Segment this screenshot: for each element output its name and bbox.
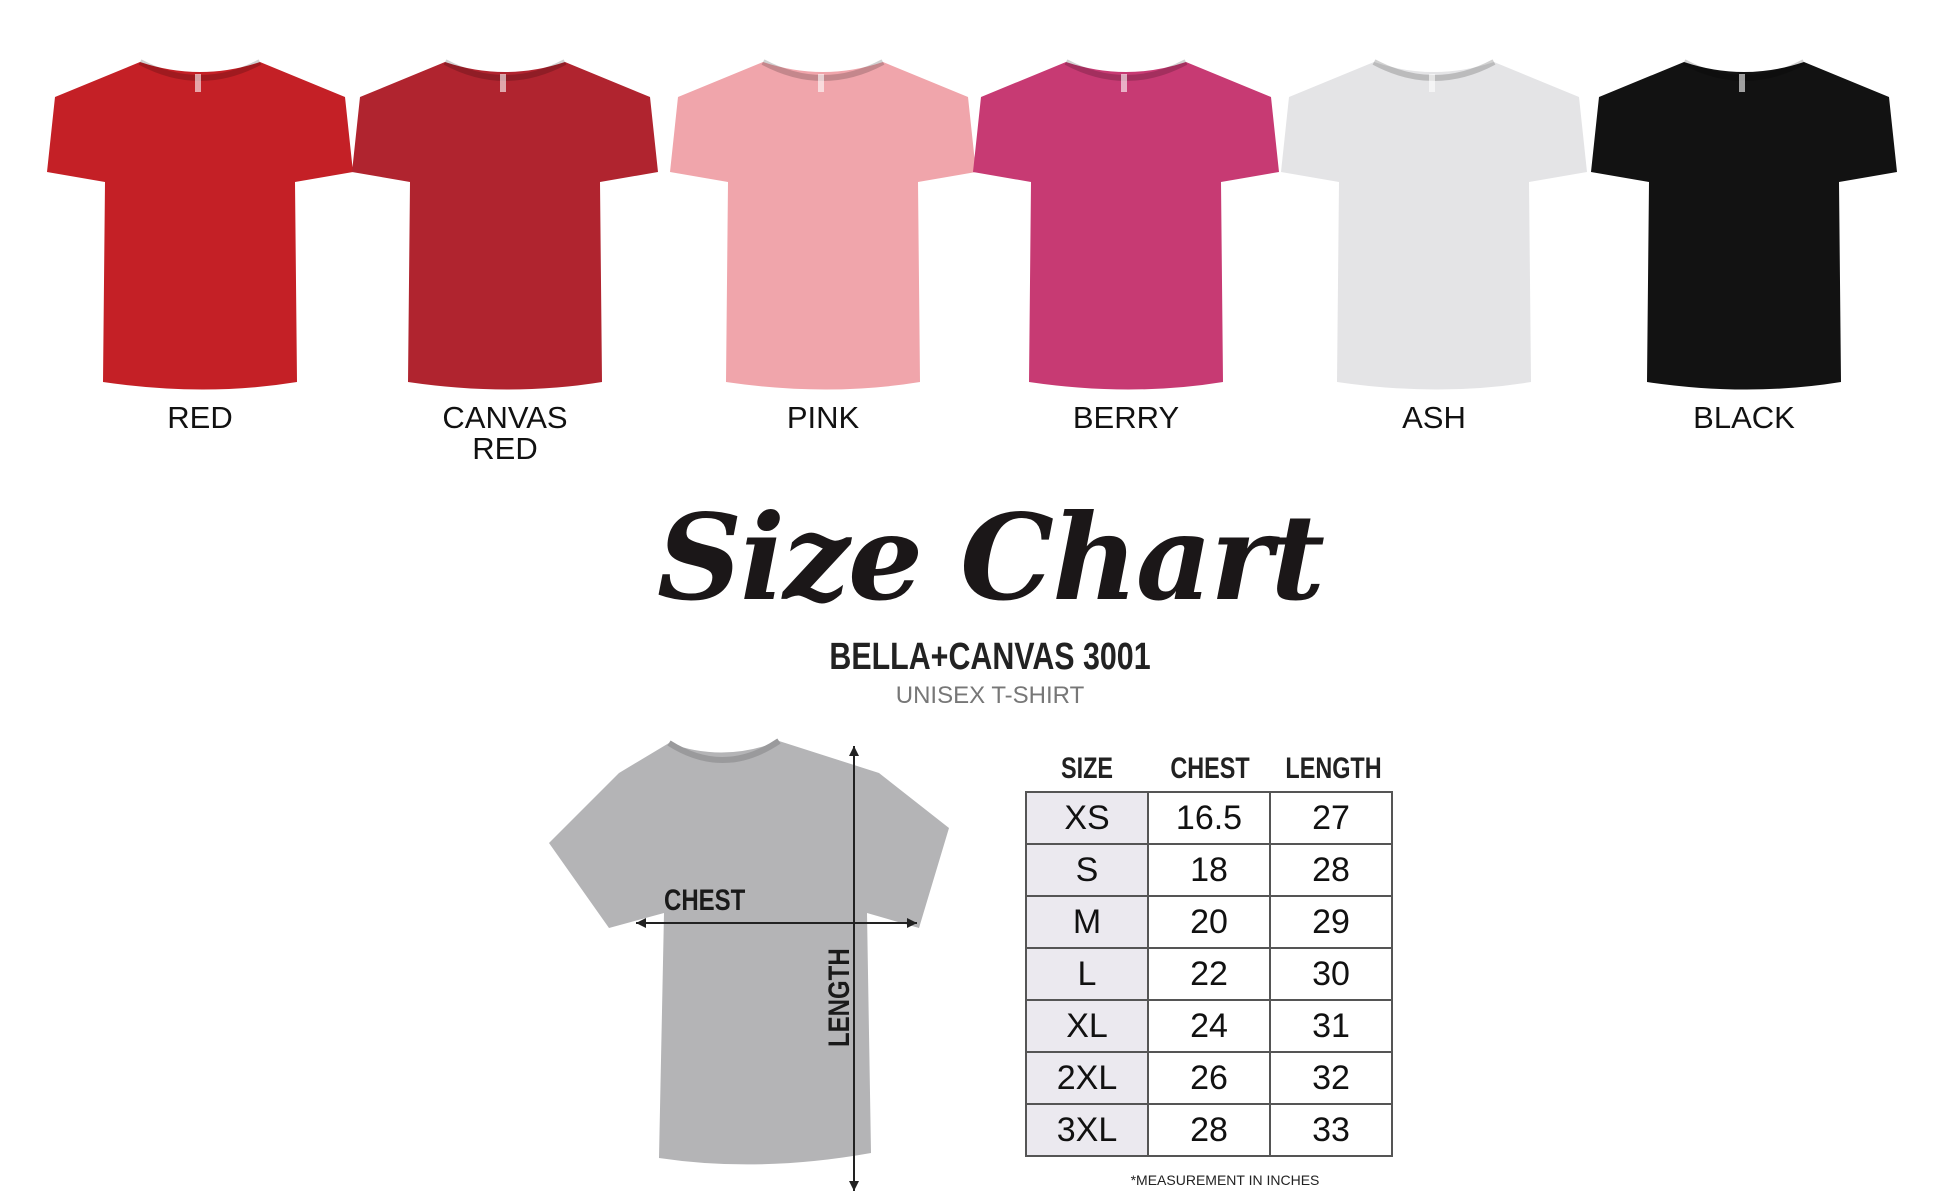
chest-cell: 16.5	[1147, 791, 1271, 845]
shirt-swatch-canvas-red	[350, 52, 660, 402]
footnote: *MEASUREMENT IN INCHES	[1130, 1172, 1320, 1188]
chest-cell: 20	[1147, 895, 1271, 949]
header-chest: CHEST	[1170, 752, 1250, 785]
length-cell: 28	[1269, 843, 1393, 897]
size-cell: 3XL	[1025, 1103, 1149, 1157]
chest-cell: 28	[1147, 1103, 1271, 1157]
chest-cell: 26	[1147, 1051, 1271, 1105]
chest-cell: 24	[1147, 999, 1271, 1053]
size-cell: XL	[1025, 999, 1149, 1053]
page-title: Size Chart	[656, 488, 1325, 627]
color-label: BLACK	[1693, 400, 1795, 435]
table-row: M 20 29	[1025, 895, 1393, 949]
shirt-swatch-black	[1589, 52, 1899, 402]
color-label: PINK	[786, 400, 860, 435]
length-cell: 31	[1269, 999, 1393, 1053]
size-cell: M	[1025, 895, 1149, 949]
chest-cell: 18	[1147, 843, 1271, 897]
chest-cell: 22	[1147, 947, 1271, 1001]
color-label: CANVAS RED	[442, 400, 568, 466]
length-cell: 32	[1269, 1051, 1393, 1105]
table-row: XL 24 31	[1025, 999, 1393, 1053]
shirt-swatch-red	[45, 52, 355, 402]
color-label: ASH	[1402, 400, 1466, 435]
product-type: UNISEX T-SHIRT	[895, 682, 1085, 709]
shirt-swatch-ash	[1279, 52, 1589, 402]
measurement-shirt-diagram	[549, 738, 949, 1191]
length-cell: 30	[1269, 947, 1393, 1001]
size-cell: 2XL	[1025, 1051, 1149, 1105]
table-row: L 22 30	[1025, 947, 1393, 1001]
size-cell: L	[1025, 947, 1149, 1001]
brand-model: BELLA+CANVAS 3001	[829, 636, 1151, 678]
header-length: LENGTH	[1285, 752, 1382, 785]
table-row: XS 16.5 27	[1025, 791, 1393, 845]
length-cell: 33	[1269, 1103, 1393, 1157]
header-size: SIZE	[1060, 752, 1114, 785]
color-label: BERRY	[1072, 400, 1180, 435]
size-cell: S	[1025, 843, 1149, 897]
shirt-swatch-pink	[668, 52, 978, 402]
chest-label: CHEST	[664, 884, 746, 917]
length-label: LENGTH	[823, 948, 856, 1047]
table-row: 2XL 26 32	[1025, 1051, 1393, 1105]
size-table: XS 16.5 27 S 18 28 M 20 29 L 22 30 XL 24 31 2XL 26 32 3XL 2…	[1025, 791, 1393, 1157]
table-row: S 18 28	[1025, 843, 1393, 897]
length-cell: 27	[1269, 791, 1393, 845]
shirt-swatch-berry	[971, 52, 1281, 402]
length-cell: 29	[1269, 895, 1393, 949]
size-cell: XS	[1025, 791, 1149, 845]
table-row: 3XL 28 33	[1025, 1103, 1393, 1157]
grey-shirt	[549, 741, 949, 1165]
color-label: RED	[167, 400, 233, 435]
